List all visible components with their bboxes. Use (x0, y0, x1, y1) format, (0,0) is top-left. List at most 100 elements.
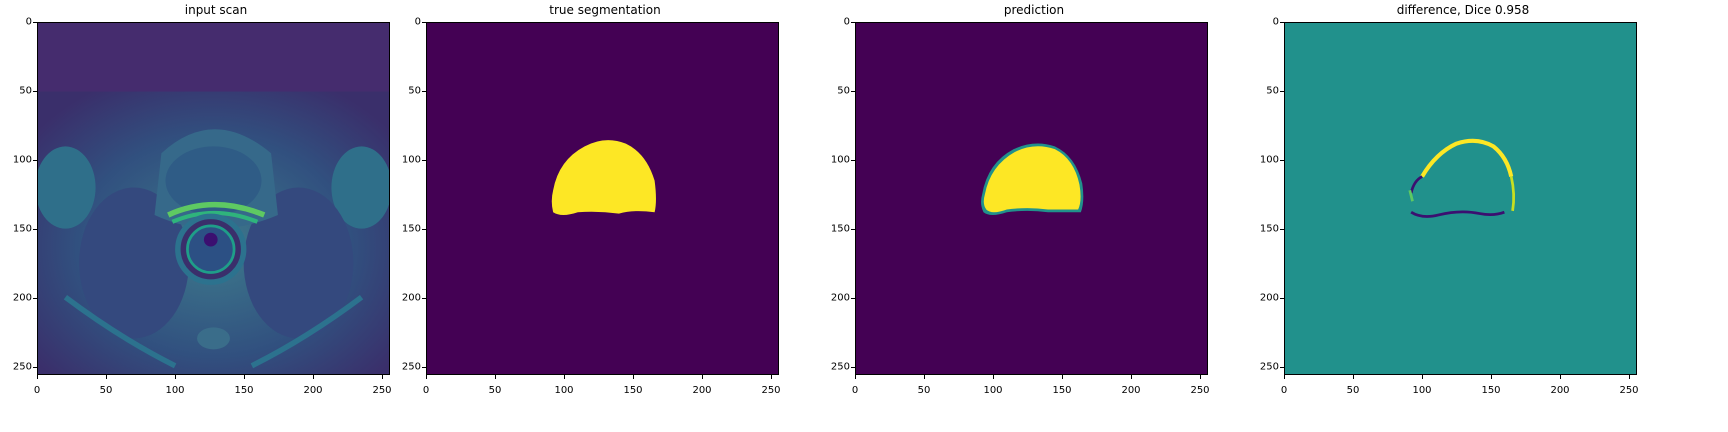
y-tick-label: 250 (830, 361, 850, 373)
y-tick-label: 250 (12, 361, 32, 373)
x-tickmark (1131, 375, 1132, 379)
image-axes (426, 22, 779, 375)
x-tick-label: 50 (1346, 385, 1360, 396)
panel-title: prediction (1003, 3, 1065, 17)
x-tickmark (924, 375, 925, 379)
x-tick-label: 150 (1052, 385, 1072, 396)
y-tickmark (851, 91, 855, 92)
x-tickmark (495, 375, 496, 379)
x-tickmark (244, 375, 245, 379)
x-tick-label: 150 (623, 385, 643, 396)
x-tick-label: 250 (1619, 385, 1639, 396)
x-tick-label: 0 (851, 385, 859, 396)
y-tick-label: 200 (830, 292, 850, 304)
y-tick-label: 0 (1272, 16, 1279, 28)
x-tickmark (313, 375, 314, 379)
y-tickmark (422, 367, 426, 368)
y-tickmark (422, 160, 426, 161)
y-tickmark (33, 367, 37, 368)
x-tick-label: 250 (1190, 385, 1210, 396)
y-tickmark (33, 298, 37, 299)
y-tickmark (1280, 22, 1284, 23)
y-tickmark (33, 91, 37, 92)
panel-title: true segmentation (549, 3, 661, 17)
y-tick-label: 250 (1259, 361, 1279, 373)
x-tick-label: 50 (488, 385, 502, 396)
y-tickmark (422, 229, 426, 230)
y-tickmark (422, 22, 426, 23)
x-tick-label: 0 (33, 385, 41, 396)
y-tick-label: 100 (1259, 154, 1279, 166)
x-tick-label: 50 (99, 385, 113, 396)
y-tickmark (851, 160, 855, 161)
x-tickmark (564, 375, 565, 379)
y-tick-label: 150 (1259, 223, 1279, 235)
x-tick-label: 150 (1481, 385, 1501, 396)
y-tick-label: 100 (830, 154, 850, 166)
y-tickmark (851, 298, 855, 299)
x-tick-label: 0 (1280, 385, 1288, 396)
y-tickmark (1280, 160, 1284, 161)
y-tick-label: 0 (843, 16, 850, 28)
y-tickmark (1280, 229, 1284, 230)
panel-title: difference, Dice 0.958 (1396, 3, 1530, 17)
x-tick-label: 200 (1550, 385, 1570, 396)
y-tickmark (422, 298, 426, 299)
panel-difference: difference, Dice 0.958 0 50 100 150 200 … (1247, 0, 1679, 432)
image-axes (37, 22, 390, 375)
y-tick-label: 50 (1266, 85, 1279, 97)
y-tick-label: 100 (12, 154, 32, 166)
y-tickmark (851, 229, 855, 230)
y-tickmark (33, 160, 37, 161)
x-tick-label: 250 (372, 385, 392, 396)
y-tickmark (1280, 91, 1284, 92)
x-tickmark (382, 375, 383, 379)
y-tickmark (422, 91, 426, 92)
y-tick-label: 0 (414, 16, 421, 28)
panel-title: input scan (184, 3, 248, 17)
y-tickmark (33, 229, 37, 230)
y-tick-label: 100 (401, 154, 421, 166)
x-tick-label: 50 (917, 385, 931, 396)
y-tickmark (33, 22, 37, 23)
x-tickmark (702, 375, 703, 379)
x-tickmark (993, 375, 994, 379)
y-tick-label: 50 (19, 85, 32, 97)
x-tickmark (175, 375, 176, 379)
x-tick-label: 200 (692, 385, 712, 396)
segmentation-mask (427, 23, 778, 374)
y-tick-label: 150 (830, 223, 850, 235)
difference-map (1285, 23, 1636, 374)
y-tick-label: 200 (401, 292, 421, 304)
y-tick-label: 250 (401, 361, 421, 373)
x-tick-label: 100 (165, 385, 185, 396)
panel-true-segmentation: true segmentation 0 50 100 150 200 250 0… (389, 0, 821, 432)
y-tickmark (851, 22, 855, 23)
image-axes (855, 22, 1208, 375)
x-tickmark (37, 375, 38, 379)
y-tick-label: 200 (12, 292, 32, 304)
x-tick-label: 200 (1121, 385, 1141, 396)
x-tickmark (1560, 375, 1561, 379)
y-tickmark (1280, 298, 1284, 299)
x-tickmark (426, 375, 427, 379)
y-tick-label: 0 (25, 16, 32, 28)
y-tickmark (851, 367, 855, 368)
x-tick-label: 200 (303, 385, 323, 396)
x-tick-label: 150 (234, 385, 254, 396)
x-tickmark (1629, 375, 1630, 379)
x-tickmark (1284, 375, 1285, 379)
y-tick-label: 50 (408, 85, 421, 97)
panel-prediction: prediction 0 50 100 150 200 250 0 50 100… (818, 0, 1250, 432)
x-tick-label: 100 (983, 385, 1003, 396)
x-tickmark (1422, 375, 1423, 379)
x-tick-label: 100 (1412, 385, 1432, 396)
mri-image (38, 23, 389, 374)
y-tick-label: 150 (12, 223, 32, 235)
prediction-mask (856, 23, 1207, 374)
x-tickmark (1353, 375, 1354, 379)
x-tickmark (855, 375, 856, 379)
y-tick-label: 50 (837, 85, 850, 97)
x-tickmark (106, 375, 107, 379)
y-tickmark (1280, 367, 1284, 368)
